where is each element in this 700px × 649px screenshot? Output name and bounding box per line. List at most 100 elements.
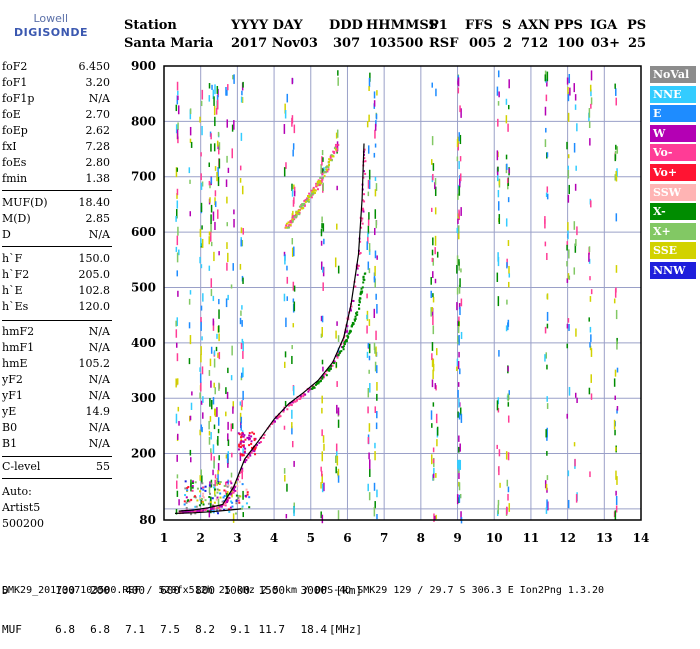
- echo-dot: [199, 475, 201, 481]
- trace-dot: [362, 208, 365, 211]
- echo-dot: [210, 231, 212, 242]
- echo-dot: [457, 77, 460, 87]
- echo-dot: [292, 323, 295, 328]
- echo-dot: [284, 103, 286, 114]
- echo-dot: [368, 249, 371, 255]
- echo-dot: [505, 98, 508, 105]
- echo-dot: [201, 125, 203, 136]
- echo-dot: [337, 77, 339, 86]
- legend-item: NNE: [650, 85, 696, 103]
- trace-dot: [360, 287, 363, 290]
- echo-dot: [432, 358, 435, 368]
- echo-dot: [176, 454, 178, 462]
- echo-dot: [219, 496, 222, 499]
- echo-dot: [546, 311, 549, 321]
- echo-dot: [321, 223, 323, 229]
- x-tick-label: 10: [486, 531, 503, 545]
- trace-dot: [363, 193, 366, 196]
- echo-dot: [590, 103, 592, 109]
- trace-dot: [248, 432, 251, 435]
- trace-dot: [248, 444, 251, 447]
- echo-dot: [230, 423, 233, 432]
- echo-dot: [432, 447, 435, 453]
- echo-dot: [242, 277, 244, 284]
- echo-dot: [613, 378, 616, 387]
- trace-dot: [227, 497, 230, 500]
- param-name: fxI: [2, 140, 17, 153]
- trace-dot: [220, 505, 223, 508]
- axn-label: AXN: [518, 18, 551, 33]
- trace-dot: [336, 356, 339, 359]
- echo-dot: [546, 403, 549, 409]
- echo-dot: [367, 225, 370, 235]
- trace-dot: [287, 404, 290, 407]
- echo-dot: [459, 105, 461, 113]
- echo-dot: [176, 81, 179, 91]
- x-tick-label: 1: [160, 531, 168, 545]
- echo-dot: [434, 247, 436, 255]
- trace-dot: [248, 437, 251, 440]
- param-row: yF2 N/A: [2, 373, 110, 389]
- echo-dot: [217, 131, 220, 137]
- trace-dot: [232, 488, 235, 491]
- echo-dot: [292, 298, 295, 303]
- trace-dot: [308, 388, 311, 391]
- param-value: N/A: [88, 373, 110, 386]
- trace-dot: [302, 392, 305, 395]
- trace-dot: [314, 189, 317, 192]
- echo-dot: [200, 173, 202, 181]
- echo-dot: [368, 452, 370, 460]
- trace-dot: [295, 214, 298, 217]
- echo-dot: [217, 498, 220, 507]
- echo-dot: [508, 79, 510, 89]
- echo-dot: [456, 286, 459, 295]
- echo-dot: [213, 460, 215, 469]
- echo-dot: [240, 310, 242, 316]
- row-value: 6.8: [90, 623, 110, 636]
- echo-dot: [208, 236, 211, 245]
- param-name: h`Es: [2, 300, 29, 313]
- echo-dot: [190, 141, 193, 148]
- echo-dot: [431, 249, 434, 256]
- echo-dot: [335, 443, 338, 452]
- echo-dot: [456, 156, 459, 162]
- echo-dot: [456, 255, 459, 265]
- echo-dot: [458, 465, 460, 471]
- echo-dot: [590, 97, 593, 105]
- echo-dot: [234, 512, 237, 515]
- echo-dot: [432, 402, 435, 407]
- echo-dot: [320, 240, 323, 246]
- trace-dot: [312, 188, 315, 191]
- echo-dot: [227, 421, 229, 430]
- echo-dot: [176, 474, 179, 479]
- echo-dot: [218, 351, 221, 360]
- echo-dot: [239, 178, 242, 183]
- echo-dot: [573, 221, 576, 230]
- echo-dot: [590, 374, 592, 383]
- trace-dot: [239, 453, 242, 456]
- trace-dot: [202, 509, 205, 512]
- echo-dot: [231, 452, 233, 458]
- echo-dot: [208, 430, 211, 436]
- echo-dot: [546, 252, 548, 261]
- echo-dot: [189, 211, 192, 217]
- echo-dot: [367, 437, 370, 444]
- trace-dot: [303, 204, 306, 207]
- param-name: C-level: [2, 460, 41, 473]
- echo-dot: [615, 265, 618, 273]
- param-row: M(D) 2.85: [2, 212, 110, 228]
- echo-dot: [590, 334, 592, 342]
- param-row: B0 N/A: [2, 421, 110, 437]
- echo-dot: [568, 249, 570, 259]
- echo-dot: [245, 495, 248, 498]
- trace-dot: [196, 509, 199, 512]
- echo-dot: [368, 212, 370, 220]
- trace-dot: [334, 143, 337, 146]
- ddd-value: 307: [333, 36, 361, 51]
- trace-dot: [344, 340, 347, 343]
- echo-dot: [497, 101, 500, 106]
- echo-dot: [505, 451, 508, 460]
- trace-dot: [259, 441, 262, 444]
- echo-dot: [286, 93, 289, 103]
- echo-dot: [507, 197, 510, 203]
